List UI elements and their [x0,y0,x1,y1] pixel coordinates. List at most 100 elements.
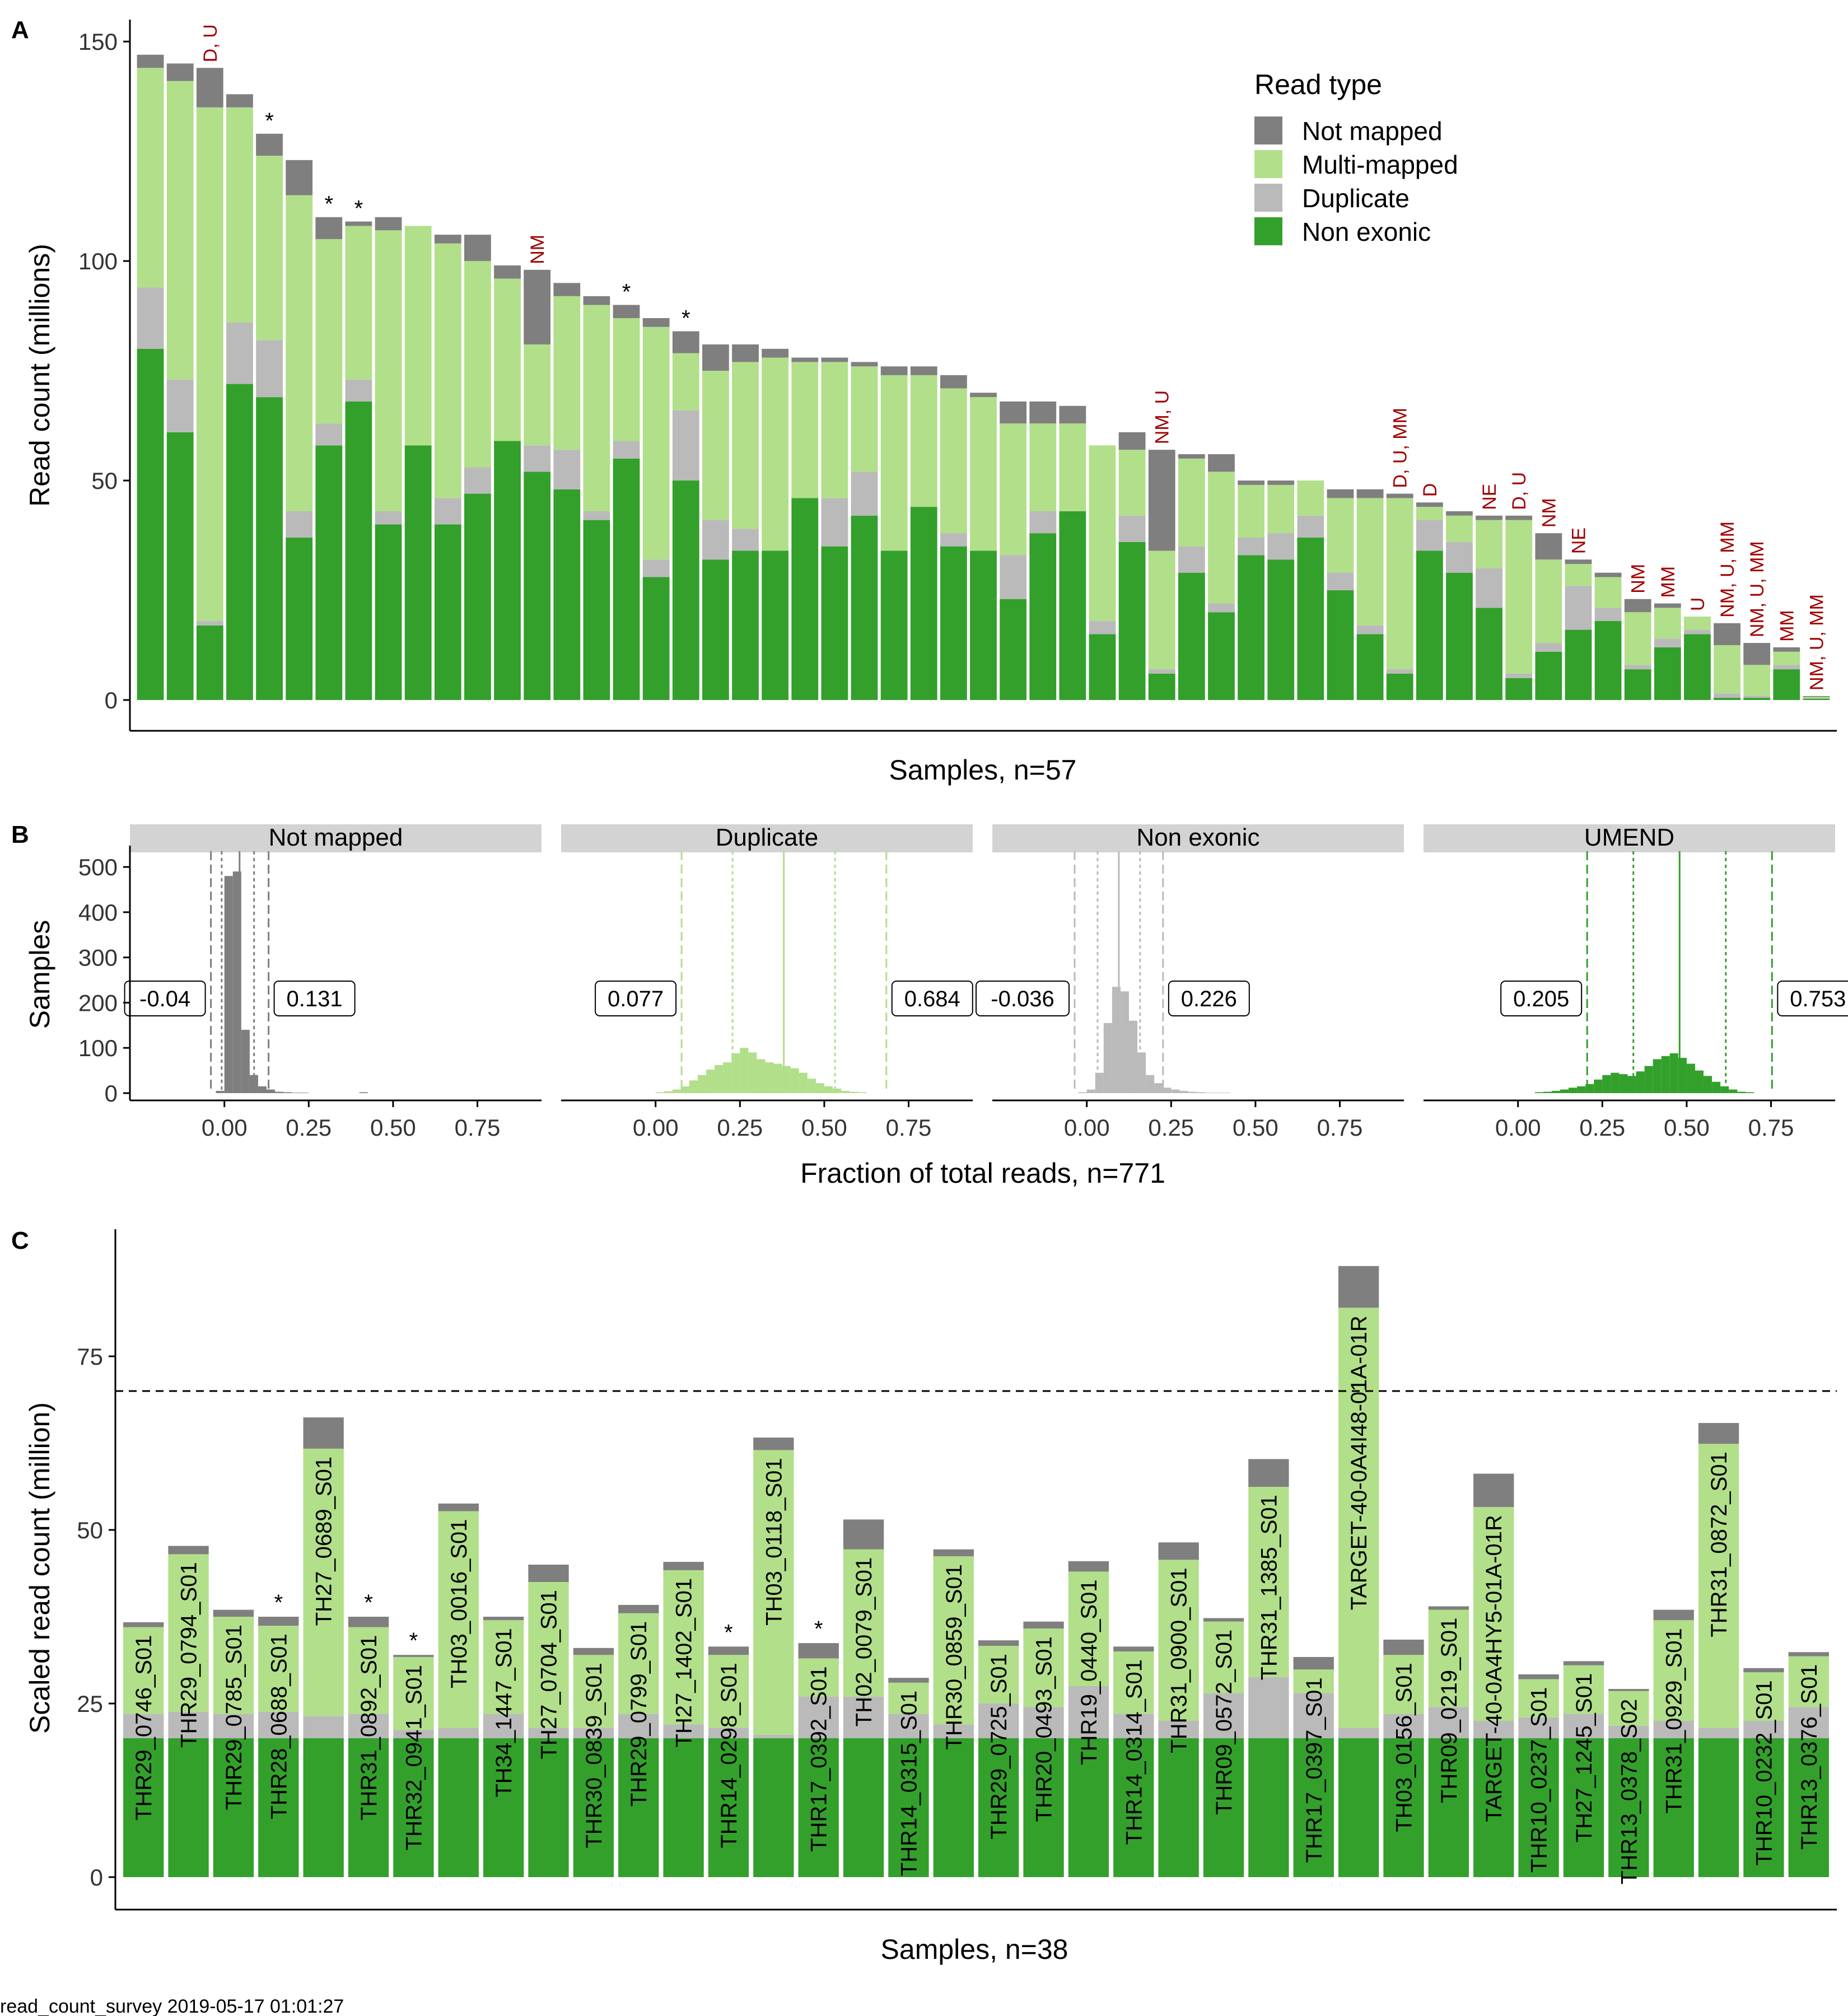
bar-duplicate-segment [1714,693,1740,698]
bar-not-mapped-segment [1803,696,1830,697]
histogram-bin [249,1075,258,1093]
x-tick-label: 0.50 [1233,1114,1278,1141]
bar-duplicate-segment [1594,608,1622,621]
bar-star-annotation: * [274,1590,283,1615]
bar-flag-annotation: D, U [200,24,221,62]
bar-non-exonic-segment [404,445,432,700]
bar-multi-mapped-segment [880,375,908,551]
histogram-bin [757,1059,766,1093]
histogram-bin [283,1092,292,1093]
bar-non-exonic-segment [375,524,402,700]
bar-non-exonic-segment [1518,1738,1559,1877]
bar-not-mapped-segment [1428,1606,1469,1610]
bar-non-exonic-segment [434,524,461,700]
x-tick-label: 0.75 [1748,1114,1794,1141]
bar-not-mapped-segment [375,217,402,231]
bar-non-exonic-segment [1594,620,1622,700]
sample-name-label: TARGET-40-0A4I48-01A-01R [1347,1315,1371,1610]
histogram-bin [1577,1086,1586,1093]
sample-name-label: THR29_0799_S01 [627,1621,651,1807]
bar-duplicate-segment [1386,669,1413,674]
bar-duplicate-segment [1356,625,1384,634]
histogram-bin [1560,1089,1569,1093]
bar-not-mapped-segment [791,357,819,362]
threshold-label-box [1500,981,1583,1016]
bar-duplicate-segment [1505,673,1533,678]
bar-non-exonic-segment [1714,698,1740,700]
bar-duplicate-segment [1428,1707,1469,1738]
sample-name-label: THR17_0397_S01 [1302,1677,1327,1863]
bar-not-mapped-segment [1327,489,1354,498]
bar-multi-mapped-segment [732,362,759,529]
bar-not-mapped-segment [1563,1661,1604,1665]
bar-multi-mapped-segment [464,261,491,468]
bar-multi-mapped-segment [1684,617,1711,630]
bar-duplicate-segment [1608,1725,1649,1738]
bar-multi-mapped-segment [345,226,372,380]
bar-multi-mapped-segment [1297,480,1324,516]
bar-not-mapped-segment [1118,432,1146,450]
bar-non-exonic-segment [613,458,640,700]
x-tick-label: 0.25 [717,1114,763,1141]
legend-key-multi-mapped [1254,150,1282,178]
sample-bar: THR10_0237_S01 [1518,1674,1559,1877]
bar-not-mapped-segment [1416,502,1443,507]
threshold-label: 0.753 [1790,987,1846,1011]
bar-flag-annotation: D [1420,483,1441,497]
bar-multi-mapped-segment [1178,458,1205,547]
legend-label-non-exonic: Non exonic [1302,217,1431,246]
histogram-bin [680,1086,689,1093]
bar-not-mapped-segment [1624,599,1651,613]
bar-duplicate-segment [1416,520,1443,551]
bar-not-mapped-segment [137,54,164,68]
bar-not-mapped-segment [438,1503,479,1511]
bar-not-mapped-segment [303,1417,344,1449]
bar-multi-mapped-segment [1505,520,1533,674]
sample-bar: THR14_0298_S01 * [708,1620,749,1877]
x-tick-label: 0.00 [633,1114,679,1141]
bar-non-exonic-segment [732,550,759,700]
bar-multi-mapped-segment [1446,515,1473,542]
histogram-bin [1669,1053,1678,1093]
histogram-bin [765,1062,774,1093]
bar-duplicate-segment [1743,1721,1784,1738]
threshold-label-box [273,981,356,1016]
bar-star-annotation: * [724,1620,733,1645]
bar-duplicate-segment [1338,1728,1379,1738]
histogram-bin [858,1092,867,1093]
bar-duplicate-segment [1000,555,1027,599]
sample-bar: THR29_0785_S01 [213,1609,254,1877]
histogram-bin [1712,1081,1721,1093]
sample-bar: THR28_0688_S01 * [258,1590,299,1877]
y-tick-label: 25 [77,1691,103,1717]
bar-duplicate-segment [821,498,848,547]
bar-multi-mapped-segment [166,81,194,380]
bar-non-exonic-segment [910,507,937,700]
bar-duplicate-segment [1653,1721,1694,1738]
bar-not-mapped-segment [798,1643,839,1659]
bar-non-exonic-segment [137,348,164,700]
bar-non-exonic-segment [843,1738,884,1877]
bar-multi-mapped-segment [702,371,729,520]
bar-not-mapped-segment [1653,1609,1694,1621]
bar-non-exonic-segment [1356,634,1384,700]
facet-strip-label: Non exonic [1136,824,1259,851]
bar-non-exonic-segment [1158,1738,1199,1877]
bar-multi-mapped-segment [1743,665,1771,696]
bar-non-exonic-segment [1428,1738,1469,1877]
histogram-bin [1569,1088,1578,1093]
sample-bar: THR31_0900_S01 [1158,1542,1199,1877]
x-tick-label: 0.50 [370,1114,416,1141]
bar-multi-mapped-segment [1248,1487,1289,1677]
histogram-bin [1729,1089,1738,1093]
bar-non-exonic-segment [1654,647,1681,700]
histogram-bin [1686,1063,1695,1093]
bar-not-mapped-segment [1000,401,1027,424]
sample-name-label: THR31_0929_S01 [1662,1628,1687,1813]
bar-duplicate-segment [1654,638,1681,647]
bar-non-exonic-segment [123,1738,164,1877]
bar-non-exonic-segment [970,550,997,700]
bar-not-mapped-segment [524,269,551,345]
x-tick-label: 0.25 [286,1114,332,1141]
